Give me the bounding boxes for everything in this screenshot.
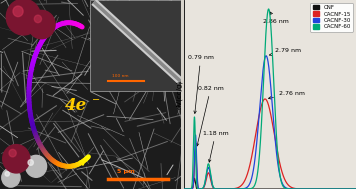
Circle shape [26,155,47,177]
Circle shape [28,10,55,39]
Circle shape [9,149,16,157]
Circle shape [34,15,42,23]
Bar [90,0,180,91]
Text: 2.86 nm: 2.86 nm [263,12,289,24]
Legend: CNF, CACNF-15, CACNF-30, CACNF-60: CNF, CACNF-15, CACNF-30, CACNF-60 [310,3,353,32]
Circle shape [13,6,23,17]
Text: 100 nm: 100 nm [112,74,129,78]
Text: 1.18 nm: 1.18 nm [203,131,229,162]
Circle shape [5,172,9,176]
Y-axis label: dV(cc/g): dV(cc/g) [176,80,183,109]
Circle shape [3,145,30,173]
Circle shape [6,0,41,35]
Text: 5 μm: 5 μm [117,169,135,174]
Text: −: − [91,95,100,105]
Circle shape [2,168,20,187]
Text: 2.79 nm: 2.79 nm [269,48,302,56]
Text: 2.76 nm: 2.76 nm [268,91,305,99]
Text: 4e: 4e [65,97,87,114]
Circle shape [28,160,33,165]
Text: 0.82 nm: 0.82 nm [197,86,224,146]
Text: 0.79 nm: 0.79 nm [188,55,214,113]
